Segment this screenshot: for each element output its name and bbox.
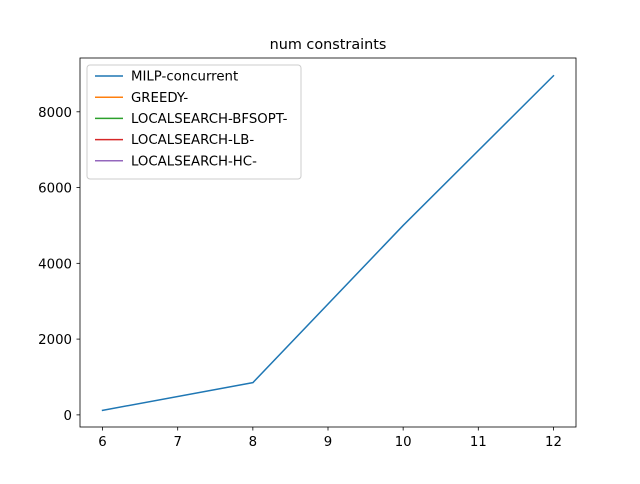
x-tick-label: 6 [98, 435, 106, 450]
legend-label-3: LOCALSEARCH-LB- [131, 133, 254, 148]
x-tick-label: 7 [173, 435, 181, 450]
plot-area: 6 7 8 9 10 11 12 0 2000 4000 6000 8000 [38, 57, 577, 450]
legend-label-0: MILP-concurrent [131, 70, 238, 85]
x-tick-label: 12 [545, 435, 562, 450]
legend-box [86, 64, 302, 180]
y-tick-label: 2000 [38, 333, 72, 348]
x-tick-label: 11 [470, 435, 487, 450]
legend-label-4: LOCALSEARCH-HC- [131, 154, 257, 169]
y-tick-label: 4000 [38, 257, 72, 272]
legend: MILP-concurrent GREEDY- LOCALSEARCH-BFSOPT… [86, 64, 302, 180]
legend-label-2: LOCALSEARCH-BFSOPT- [131, 112, 288, 127]
x-tick-label: 10 [395, 435, 412, 450]
y-tick-label: 6000 [38, 182, 72, 197]
x-tick-label: 9 [324, 435, 332, 450]
x-tick-label: 8 [249, 435, 257, 450]
y-tick-label: 0 [64, 409, 72, 424]
y-tick-label: 8000 [38, 106, 72, 121]
chart-title: num constraints [270, 37, 387, 53]
series-line-0 [101, 74, 555, 412]
legend-label-1: GREEDY- [131, 91, 188, 106]
